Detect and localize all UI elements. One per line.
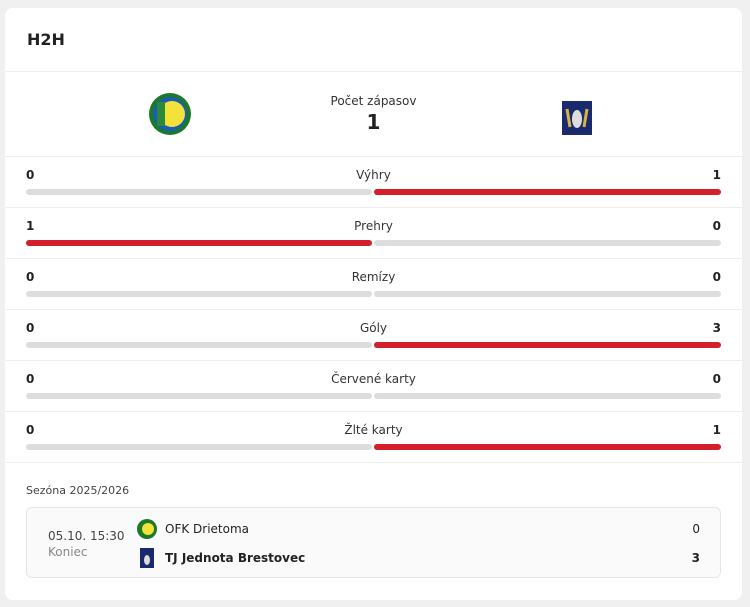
stat-label: Remízy bbox=[351, 270, 396, 284]
home-stat-value: 0 bbox=[26, 321, 35, 335]
away-stat-bar bbox=[374, 240, 721, 246]
stat-row: 0 Remízy 0 bbox=[5, 259, 742, 310]
stat-row: 0 Červené karty 0 bbox=[5, 361, 742, 412]
home-team-logo bbox=[149, 93, 191, 135]
away-team-logo bbox=[562, 97, 592, 135]
away-score: 3 bbox=[691, 551, 700, 565]
matches-count: 1 bbox=[366, 110, 381, 134]
stat-row: 0 Žlté karty 1 bbox=[5, 412, 742, 463]
stat-row: 1 Prehry 0 bbox=[5, 208, 742, 259]
away-stat-bar bbox=[374, 342, 721, 348]
home-team-logo-small bbox=[137, 519, 157, 539]
stat-label: Góly bbox=[359, 321, 388, 335]
season-label: Sezóna 2025/2026 bbox=[26, 484, 130, 497]
match-datetime: 05.10. 15:30 bbox=[48, 529, 125, 543]
away-stat-fill bbox=[374, 189, 721, 195]
away-stat-value: 1 bbox=[712, 168, 721, 182]
stat-label: Výhry bbox=[356, 168, 391, 182]
home-stat-value: 0 bbox=[26, 372, 35, 386]
match-item[interactable]: 05.10. 15:30 Koniec OFK Drietoma 0 TJ Je… bbox=[26, 507, 721, 578]
home-stat-value: 0 bbox=[26, 423, 35, 437]
away-stat-value: 0 bbox=[712, 270, 721, 284]
match-status: Koniec bbox=[48, 545, 88, 559]
home-stat-bar bbox=[26, 240, 372, 246]
stat-row: 0 Výhry 1 bbox=[5, 157, 742, 208]
home-team: OFK Drietoma bbox=[137, 519, 249, 539]
away-stat-fill bbox=[374, 342, 721, 348]
away-team-name: TJ Jednota Brestovec bbox=[165, 551, 306, 565]
home-stat-bar bbox=[26, 393, 372, 399]
home-stat-bar bbox=[26, 291, 372, 297]
away-stat-bar bbox=[374, 291, 721, 297]
away-stat-value: 0 bbox=[712, 372, 721, 386]
home-stat-value: 0 bbox=[26, 168, 35, 182]
h2h-header: Počet zápasov 1 bbox=[5, 71, 742, 157]
home-stat-value: 0 bbox=[26, 270, 35, 284]
away-stat-value: 0 bbox=[712, 219, 721, 233]
home-score: 0 bbox=[692, 522, 700, 536]
away-team-logo-small bbox=[140, 548, 154, 568]
home-stat-bar bbox=[26, 444, 372, 450]
home-stat-value: 1 bbox=[26, 219, 35, 233]
stat-label: Žlté karty bbox=[344, 423, 403, 437]
stat-label: Červené karty bbox=[331, 372, 416, 386]
away-stat-fill bbox=[374, 444, 721, 450]
stat-row: 0 Góly 3 bbox=[5, 310, 742, 361]
home-team-name: OFK Drietoma bbox=[165, 522, 250, 536]
away-stat-value: 1 bbox=[712, 423, 721, 437]
away-stat-bar bbox=[374, 444, 721, 450]
home-stat-bar bbox=[26, 342, 372, 348]
card-title: H2H bbox=[27, 30, 65, 49]
h2h-card: H2H Počet zápasov 1 0 Výhry 1 1 Prehry 0… bbox=[5, 8, 742, 600]
matches-label: Počet zápasov bbox=[330, 94, 417, 108]
home-stat-bar bbox=[26, 189, 372, 195]
away-stat-value: 3 bbox=[712, 321, 721, 335]
away-team: TJ Jednota Brestovec bbox=[137, 548, 305, 568]
away-stat-bar bbox=[374, 393, 721, 399]
stat-label: Prehry bbox=[354, 219, 393, 233]
away-stat-bar bbox=[374, 189, 721, 195]
home-stat-fill bbox=[26, 240, 372, 246]
